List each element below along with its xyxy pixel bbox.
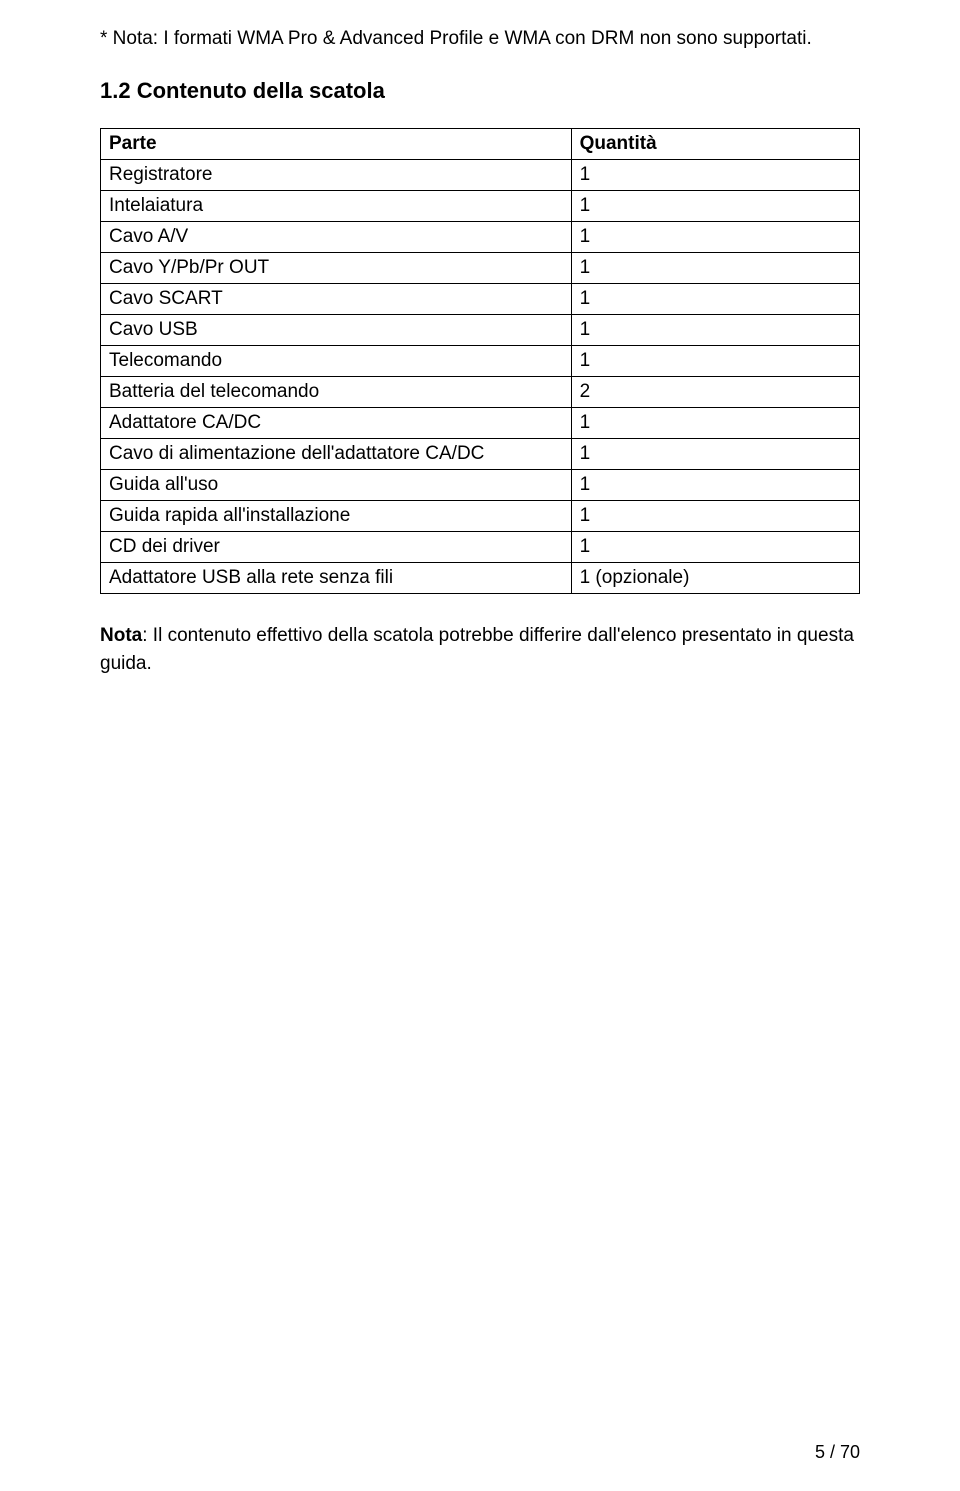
cell-part: Registratore bbox=[101, 160, 572, 191]
cell-qty: 1 bbox=[571, 284, 859, 315]
cell-qty: 1 (opzionale) bbox=[571, 563, 859, 594]
cell-qty: 1 bbox=[571, 408, 859, 439]
cell-qty: 1 bbox=[571, 470, 859, 501]
table-body: Registratore1Intelaiatura1Cavo A/V1Cavo … bbox=[101, 160, 860, 594]
cell-qty: 1 bbox=[571, 253, 859, 284]
cell-qty: 1 bbox=[571, 532, 859, 563]
header-qty: Quantità bbox=[571, 129, 859, 160]
table-row: Cavo SCART1 bbox=[101, 284, 860, 315]
cell-qty: 1 bbox=[571, 160, 859, 191]
cell-part: Adattatore CA/DC bbox=[101, 408, 572, 439]
cell-part: Guida all'uso bbox=[101, 470, 572, 501]
contents-table: Parte Quantità Registratore1Intelaiatura… bbox=[100, 128, 860, 594]
table-row: Guida rapida all'installazione1 bbox=[101, 501, 860, 532]
nota-text: : Il contenuto effettivo della scatola p… bbox=[100, 625, 854, 674]
cell-part: Cavo USB bbox=[101, 315, 572, 346]
cell-part: Intelaiatura bbox=[101, 191, 572, 222]
page-number: 5 / 70 bbox=[815, 1442, 860, 1463]
table-row: Cavo Y/Pb/Pr OUT1 bbox=[101, 253, 860, 284]
cell-qty: 1 bbox=[571, 222, 859, 253]
table-row: Intelaiatura1 bbox=[101, 191, 860, 222]
table-row: Adattatore CA/DC1 bbox=[101, 408, 860, 439]
table-row: Cavo USB1 bbox=[101, 315, 860, 346]
cell-part: CD dei driver bbox=[101, 532, 572, 563]
cell-part: Cavo di alimentazione dell'adattatore CA… bbox=[101, 439, 572, 470]
cell-part: Telecomando bbox=[101, 346, 572, 377]
nota-block: Nota: Il contenuto effettivo della scato… bbox=[100, 622, 860, 677]
section-title: 1.2 Contenuto della scatola bbox=[100, 78, 860, 104]
cell-qty: 1 bbox=[571, 191, 859, 222]
table-row: Registratore1 bbox=[101, 160, 860, 191]
table-row: CD dei driver1 bbox=[101, 532, 860, 563]
nota-label: Nota bbox=[100, 625, 142, 646]
cell-part: Batteria del telecomando bbox=[101, 377, 572, 408]
table-row: Guida all'uso1 bbox=[101, 470, 860, 501]
cell-qty: 1 bbox=[571, 315, 859, 346]
cell-part: Cavo A/V bbox=[101, 222, 572, 253]
table-header-row: Parte Quantità bbox=[101, 129, 860, 160]
table-row: Cavo A/V1 bbox=[101, 222, 860, 253]
cell-qty: 1 bbox=[571, 439, 859, 470]
table-row: Adattatore USB alla rete senza fili1 (op… bbox=[101, 563, 860, 594]
cell-qty: 1 bbox=[571, 346, 859, 377]
table-row: Telecomando1 bbox=[101, 346, 860, 377]
cell-part: Guida rapida all'installazione bbox=[101, 501, 572, 532]
table-row: Batteria del telecomando2 bbox=[101, 377, 860, 408]
table-row: Cavo di alimentazione dell'adattatore CA… bbox=[101, 439, 860, 470]
cell-qty: 2 bbox=[571, 377, 859, 408]
cell-qty: 1 bbox=[571, 501, 859, 532]
header-part: Parte bbox=[101, 129, 572, 160]
page: * Nota: I formati WMA Pro & Advanced Pro… bbox=[0, 0, 960, 1491]
cell-part: Adattatore USB alla rete senza fili bbox=[101, 563, 572, 594]
note-top: * Nota: I formati WMA Pro & Advanced Pro… bbox=[100, 28, 860, 50]
cell-part: Cavo Y/Pb/Pr OUT bbox=[101, 253, 572, 284]
cell-part: Cavo SCART bbox=[101, 284, 572, 315]
